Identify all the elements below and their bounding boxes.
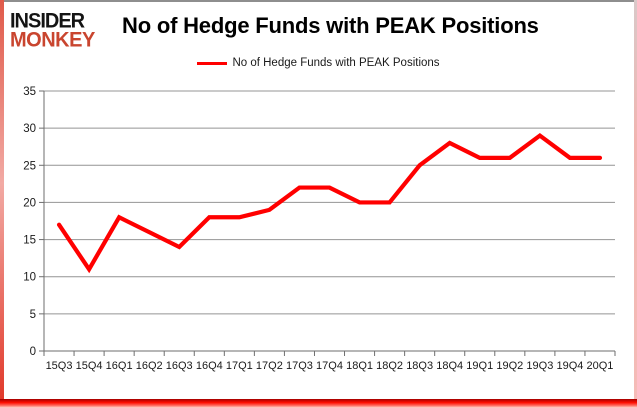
frame-right-border <box>634 0 637 408</box>
x-axis-label: 17Q3 <box>286 360 313 372</box>
y-axis-label: 0 <box>30 346 36 358</box>
x-axis-label: 19Q1 <box>466 360 493 372</box>
x-axis-label: 19Q4 <box>556 360 583 372</box>
logo-monkey-text: MONKEY <box>10 28 95 52</box>
x-axis-label: 17Q2 <box>256 360 283 372</box>
series-line <box>56 132 603 274</box>
x-axis-label: 15Q4 <box>76 360 103 372</box>
x-axis-label: 20Q1 <box>587 360 614 372</box>
legend-line-swatch <box>197 61 228 65</box>
frame-left-border <box>0 0 4 408</box>
x-axis-label: 18Q3 <box>406 360 433 372</box>
x-axis-label: 19Q2 <box>496 360 523 372</box>
x-axis-label: 18Q4 <box>436 360 463 372</box>
x-axis-label: 16Q2 <box>136 360 163 372</box>
y-axis-label: 15 <box>23 235 36 247</box>
x-axis-label: 18Q1 <box>346 360 373 372</box>
chart-title: No of Hedge Funds with PEAK Positions <box>122 13 539 38</box>
legend: No of Hedge Funds with PEAK Positions <box>0 55 637 71</box>
y-axis-label: 35 <box>23 86 36 98</box>
x-axis-label: 17Q1 <box>226 360 253 372</box>
x-axis-label: 16Q4 <box>196 360 223 372</box>
y-axis-label: 10 <box>23 272 36 284</box>
frame-top-border <box>0 0 637 2</box>
y-axis-label: 5 <box>30 309 36 321</box>
legend-label: No of Hedge Funds with PEAK Positions <box>232 57 440 69</box>
x-axis-label: 15Q3 <box>46 360 73 372</box>
insider-monkey-logo: INSIDER MONKEY <box>10 9 95 52</box>
x-axis-label: 18Q2 <box>376 360 403 372</box>
x-axis-label: 17Q4 <box>316 360 343 372</box>
x-axis-label: 19Q3 <box>526 360 553 372</box>
logo-insider-text: INSIDER <box>10 9 85 33</box>
frame-bottom-border <box>0 399 637 408</box>
y-axis-label: 20 <box>23 197 36 209</box>
x-axis-label: 16Q1 <box>106 360 133 372</box>
y-axis-label: 25 <box>23 160 36 172</box>
y-axis-label: 30 <box>23 123 36 135</box>
x-axis-label: 16Q3 <box>166 360 193 372</box>
